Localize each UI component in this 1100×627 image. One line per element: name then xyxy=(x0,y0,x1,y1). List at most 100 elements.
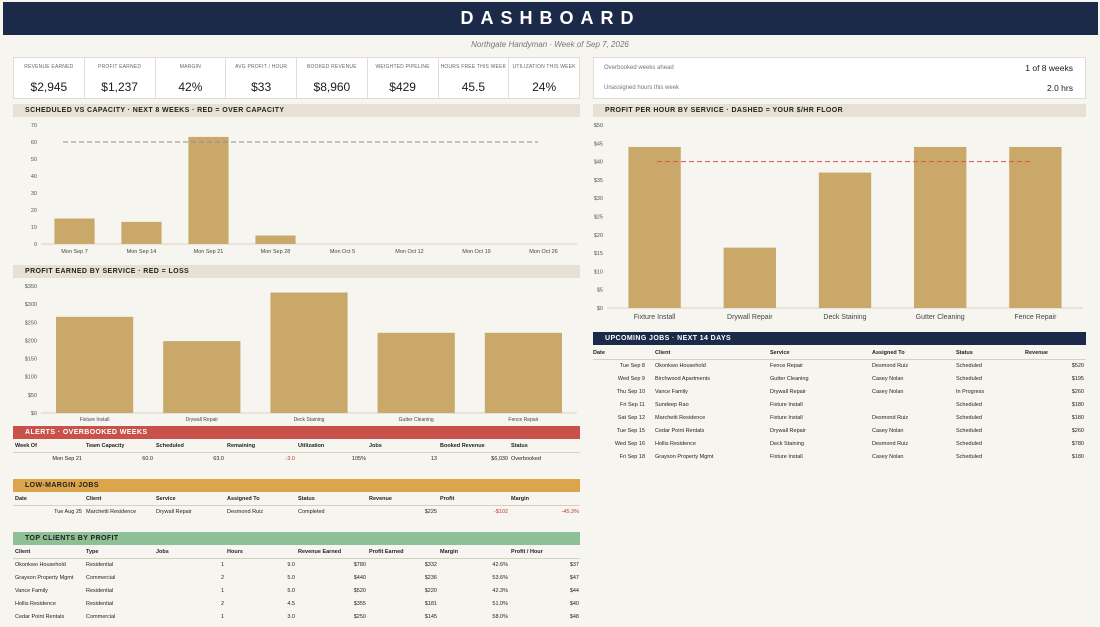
table-cell: 5.0 xyxy=(287,588,295,594)
y-tick-label: $45 xyxy=(594,141,603,147)
table-cell: Marchetti Residence xyxy=(655,415,706,421)
column-header: Status xyxy=(511,443,528,449)
table-cell: Residential xyxy=(86,562,114,568)
table-cell: $181 xyxy=(424,601,437,607)
table-cell: Cedar Point Rentals xyxy=(15,614,65,620)
bar xyxy=(628,146,681,308)
column-header: Jobs xyxy=(156,549,169,555)
table-cell: 60.0 xyxy=(142,456,153,462)
table-cell: Fixture Install xyxy=(770,454,803,460)
y-tick-label: 70 xyxy=(31,123,37,129)
table-cell: 53.6% xyxy=(492,575,508,581)
kpi-value: $33 xyxy=(251,80,272,94)
kpi-value: 42% xyxy=(178,80,203,94)
overbooked-weeks-row: Overbooked weeks ahead 1 of 8 weeks xyxy=(604,63,1073,73)
table-cell: Hollis Residence xyxy=(655,441,696,447)
overbooked-weeks-label: Overbooked weeks ahead xyxy=(604,65,674,71)
table-cell: Fri Sep 11 xyxy=(620,402,645,408)
table-cell: 3.0 xyxy=(287,614,295,620)
top-clients-header: TOP CLIENTS BY PROFIT xyxy=(13,532,580,545)
column-header: Assigned To xyxy=(227,496,260,502)
table-cell: $225 xyxy=(424,509,437,515)
x-tick-label: Fixture Install xyxy=(80,417,110,423)
table-row: Thu Sep 10 Vance Family Drywall Repair Case… xyxy=(593,386,1086,399)
table-cell: 42.3% xyxy=(492,588,508,594)
table-cell: $180 xyxy=(1071,415,1084,421)
table-cell: Okonkwo Household xyxy=(655,363,706,369)
unassigned-hours-value: 2.0 hrs xyxy=(1047,83,1073,93)
x-tick-label: Drywall Repair xyxy=(186,417,219,423)
table-cell: Fence Repair xyxy=(770,363,804,369)
table-cell: $355 xyxy=(353,601,366,607)
profit-per-hour-chart: $0 $5 $10 $15 $20 $25 $30 $35 $40 $45 $50 Fixture I… xyxy=(594,123,1083,321)
column-header: Type xyxy=(86,549,99,555)
table-cell: 13 xyxy=(430,456,437,462)
table-cell: Drywall Repair xyxy=(770,428,806,434)
kpi-hours-free: Hours Free This Week 45.5 xyxy=(439,58,510,98)
bar xyxy=(818,172,872,308)
column-header: Jobs xyxy=(369,443,382,449)
y-tick-label: $50 xyxy=(594,123,603,129)
column-header: Profit xyxy=(440,496,455,502)
bar xyxy=(914,146,967,308)
column-header: Status xyxy=(298,496,315,502)
table-cell: $37 xyxy=(569,562,579,568)
kpi-margin: Margin 42% xyxy=(156,58,227,98)
y-tick-label: $25 xyxy=(594,215,603,221)
column-header: Revenue xyxy=(1025,350,1048,356)
bar xyxy=(1009,146,1062,308)
column-header: Remaining xyxy=(227,443,256,449)
table-cell: $236 xyxy=(424,575,437,581)
kpi-strip: Revenue Earned $2,945 Profit Earned $1,237… xyxy=(13,57,580,99)
table-row: Tue Sep 8 Okonkwo Household Fence Repair De… xyxy=(593,360,1086,373)
table-cell: Tue Sep 8 xyxy=(619,363,645,369)
upcoming-jobs-header: UPCOMING JOBS · NEXT 14 DAYS xyxy=(593,332,1086,345)
bar xyxy=(188,136,229,244)
y-tick-label: 40 xyxy=(31,174,37,180)
table-cell: Scheduled xyxy=(956,363,982,369)
table-cell: $48 xyxy=(569,614,579,620)
table-cell: $332 xyxy=(424,562,437,568)
column-header: Margin xyxy=(511,496,530,502)
table-cell: $520 xyxy=(353,588,366,594)
table-cell: $195 xyxy=(1071,376,1084,382)
kpi-label: Booked Revenue xyxy=(306,64,357,70)
kpi-value: $2,945 xyxy=(30,80,68,94)
table-row: Mon Sep 21 60.0 63.0 -3.0 105% 13 $6,030 Overbo… xyxy=(13,453,580,466)
kpi-label: Weighted Pipeline xyxy=(375,64,430,70)
dashboard-subtitle: Northgate Handyman · Week of Sep 7, 2026 xyxy=(471,40,629,49)
y-tick-label: $200 xyxy=(25,338,37,344)
kpi-avg-profit-hour: Avg Profit / Hour $33 xyxy=(226,58,297,98)
overbooked-summary: Overbooked weeks ahead 1 of 8 weeks Unas… xyxy=(593,57,1086,99)
kpi-label: Utilization This Week xyxy=(512,64,576,70)
x-tick-label: Gutter Cleaning xyxy=(916,314,965,321)
bar xyxy=(723,247,776,308)
bar xyxy=(270,292,348,413)
table-row: Fri Sep 11 Sundeep Rao Fixture Install Sche… xyxy=(593,399,1086,412)
column-header: Week Of xyxy=(15,443,37,449)
table-cell: $47 xyxy=(569,575,579,581)
x-tick-label: Gutter Cleaning xyxy=(399,417,434,423)
table-cell: 42.6% xyxy=(492,562,508,568)
x-tick-label: Mon Oct 12 xyxy=(395,249,423,255)
table-cell: Grayson Property Mgmt xyxy=(655,454,714,460)
table-cell: Wed Sep 16 xyxy=(614,441,645,447)
x-tick-label: Fixture Install xyxy=(634,314,676,321)
bar xyxy=(121,221,162,244)
alerts-header: ALERTS · OVERBOOKED WEEKS xyxy=(13,426,580,439)
low-margin-header: LOW-MARGIN JOBS xyxy=(13,479,580,492)
table-cell: Drywall Repair xyxy=(770,389,806,395)
table-cell: Desmond Ruiz xyxy=(872,363,909,369)
kpi-label: Avg Profit / Hour xyxy=(235,64,288,70)
table-cell: Tue Aug 25 xyxy=(54,509,82,515)
table-cell: 105% xyxy=(351,456,366,462)
column-header: Hours xyxy=(227,549,243,555)
y-tick-label: $0 xyxy=(31,411,37,417)
table-header-row: Week Of Team Capacity Scheduled Remaining Ut… xyxy=(13,440,580,453)
table-row: Sat Sep 12 Marchetti Residence Fixture Ins… xyxy=(593,412,1086,425)
table-cell: 1 xyxy=(220,588,224,594)
unassigned-hours-row: Unassigned hours this week 2.0 hrs xyxy=(604,83,1073,93)
table-cell: Hollis Residence xyxy=(15,601,56,607)
table-row: Wed Sep 16 Hollis Residence Deck Staining D… xyxy=(593,438,1086,451)
table-cell: Scheduled xyxy=(956,376,982,382)
